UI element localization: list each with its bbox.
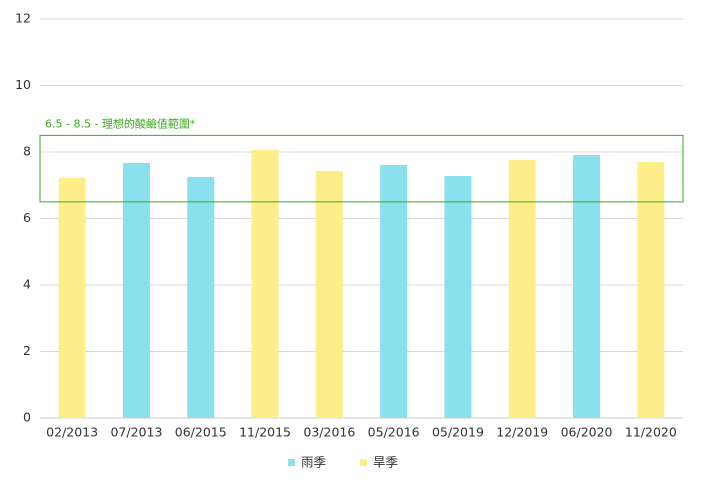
legend-marker (360, 459, 367, 466)
bar (187, 176, 215, 418)
bar (573, 154, 601, 418)
bar (444, 175, 472, 418)
x-tick-label: 06/2015 (175, 425, 227, 440)
range-band (39, 134, 684, 203)
x-tick-label: 03/2016 (303, 425, 355, 440)
legend-label: 旱季 (373, 455, 399, 470)
legend-marker (288, 459, 295, 466)
band-label: 6.5 - 8.5 - 理想的酸鹼值範圍* (45, 116, 196, 130)
y-tick-label: 2 (23, 343, 31, 358)
y-tick-label: 0 (23, 410, 31, 425)
bar (58, 177, 86, 418)
y-tick-label: 4 (23, 277, 31, 292)
y-tick-label: 10 (15, 77, 31, 92)
y-tick-label: 8 (23, 144, 31, 159)
x-tick-label: 02/2013 (46, 425, 98, 440)
y-tick-label: 6 (23, 210, 31, 225)
x-tick-label: 07/2013 (110, 425, 162, 440)
bar (637, 161, 665, 418)
x-tick-label: 05/2019 (432, 425, 484, 440)
bar (315, 170, 343, 418)
bar (380, 164, 408, 418)
x-tick-label: 05/2016 (368, 425, 420, 440)
bar (122, 162, 150, 418)
x-tick-label: 12/2019 (496, 425, 548, 440)
x-tick-label: 11/2015 (239, 425, 291, 440)
bar (251, 150, 279, 418)
x-tick-label: 06/2020 (561, 425, 613, 440)
bar (508, 159, 536, 419)
y-tick-label: 12 (15, 11, 31, 26)
legend-label: 雨季 (301, 455, 327, 470)
x-tick-label: 11/2020 (625, 425, 677, 440)
